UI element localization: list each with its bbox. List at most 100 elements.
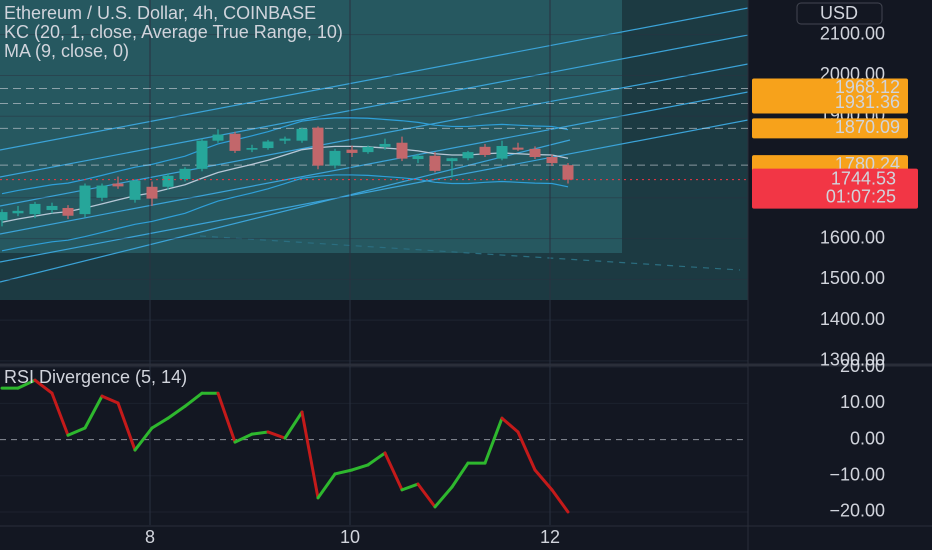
y-tick-label: 1600.00	[820, 227, 885, 247]
candle-body	[329, 150, 341, 166]
y-tick-label: 1300.00	[820, 350, 885, 370]
rsi-segment	[533, 468, 554, 492]
rsi-segment	[50, 391, 70, 437]
candle-body	[46, 205, 58, 211]
last-price-label: 1744.53	[831, 168, 896, 188]
candle-body	[412, 155, 424, 160]
rsi-segment	[150, 416, 170, 430]
candle-body	[479, 146, 491, 155]
price-label: 1870.09	[835, 117, 900, 137]
candle-body	[296, 128, 308, 141]
rsi-segment	[400, 482, 420, 492]
candle-body	[262, 141, 274, 149]
candle-body	[496, 146, 508, 159]
channel-line	[0, 139, 571, 283]
rsi-segment	[183, 391, 204, 408]
x-tick-label: 10	[340, 527, 360, 547]
rsi-segment	[316, 472, 337, 500]
candle-body	[312, 127, 324, 166]
y-tick-label: 20.00	[840, 356, 885, 376]
candle-body	[96, 185, 108, 198]
rsi-segment	[250, 430, 270, 436]
countdown: 01:07:25	[826, 186, 896, 206]
rsi-segment	[33, 378, 54, 395]
channel-line	[0, 7, 748, 151]
candle-body	[246, 148, 258, 150]
candle-body	[79, 185, 91, 215]
rsi-segment	[233, 432, 254, 444]
axes: 2100.002000.001900.001700.001600.001500.…	[145, 23, 918, 547]
price-label-box	[752, 118, 908, 139]
y-tick-label: 2100.00	[820, 23, 885, 43]
candle-body	[529, 148, 541, 158]
channel-line	[0, 34, 748, 178]
x-tick-label: 12	[540, 527, 560, 547]
y-tick-label: 1400.00	[820, 309, 885, 329]
kc-upper	[1, 117, 569, 195]
candle-body	[429, 155, 441, 171]
moving-average	[1, 145, 569, 223]
price-pane	[0, 0, 748, 365]
kc-lower	[1, 174, 569, 252]
candle-body	[162, 175, 174, 187]
candle-body	[62, 207, 74, 216]
candle-body	[446, 158, 458, 162]
indicator-label: KC (20, 1, close, Average True Range, 10…	[4, 22, 343, 42]
chart-title: Ethereum / U.S. Dollar, 4h, COINBASE	[4, 3, 316, 23]
candle-body	[379, 143, 391, 147]
candle-body	[512, 147, 524, 150]
candle-body	[546, 157, 558, 164]
rsi-segment	[283, 410, 304, 440]
rsi-segment	[516, 430, 537, 472]
rsi-segment	[433, 485, 454, 509]
rsi-segment	[350, 463, 370, 472]
candle-body	[396, 142, 408, 159]
indicator-label: MA (9, close, 0)	[4, 41, 129, 61]
rsi-segment	[450, 461, 470, 489]
rsi-pane	[0, 366, 748, 525]
rsi-segment	[166, 404, 187, 420]
y-tick-label: 0.00	[850, 428, 885, 448]
candle-body	[212, 134, 224, 141]
candle-body	[362, 146, 374, 153]
rsi-segment	[266, 430, 287, 440]
candle-body	[29, 203, 41, 215]
x-tick-label: 8	[145, 527, 155, 547]
rsi-segment	[16, 378, 37, 390]
candle-body	[462, 152, 474, 159]
rsi-segment	[216, 391, 237, 444]
candle-body	[112, 183, 124, 187]
rsi-segment	[100, 394, 120, 405]
rsi-segment	[550, 488, 570, 514]
candle-body	[562, 165, 574, 180]
rsi-segment	[116, 401, 137, 452]
currency-box[interactable]	[796, 2, 883, 25]
candle-body	[129, 180, 141, 200]
rsi-segment	[483, 416, 504, 465]
candle-body	[279, 138, 291, 141]
last-price-box	[752, 168, 918, 209]
candle-body	[179, 168, 191, 180]
y-tick-label: −10.00	[829, 465, 885, 485]
price-label: 1968.12	[835, 77, 900, 97]
rsi-segment	[133, 426, 154, 452]
candle-body	[12, 210, 24, 214]
shaded-zone	[0, 0, 622, 253]
rsi-segment	[416, 482, 437, 509]
candle-body	[346, 149, 358, 153]
rsi-segment	[333, 468, 354, 476]
y-tick-label: 10.00	[840, 392, 885, 412]
channel-line	[0, 63, 748, 207]
price-label: 1931.36	[835, 92, 900, 112]
y-tick-label: −20.00	[829, 501, 885, 521]
currency[interactable]: USD	[820, 3, 858, 23]
rsi-segment	[66, 426, 87, 437]
y-tick-label: 1500.00	[820, 268, 885, 288]
rsi-segment	[300, 410, 320, 500]
candle-body	[146, 186, 158, 199]
rsi-segment	[366, 451, 387, 467]
rsi-segment	[383, 451, 404, 492]
rsi-segment	[83, 394, 104, 430]
